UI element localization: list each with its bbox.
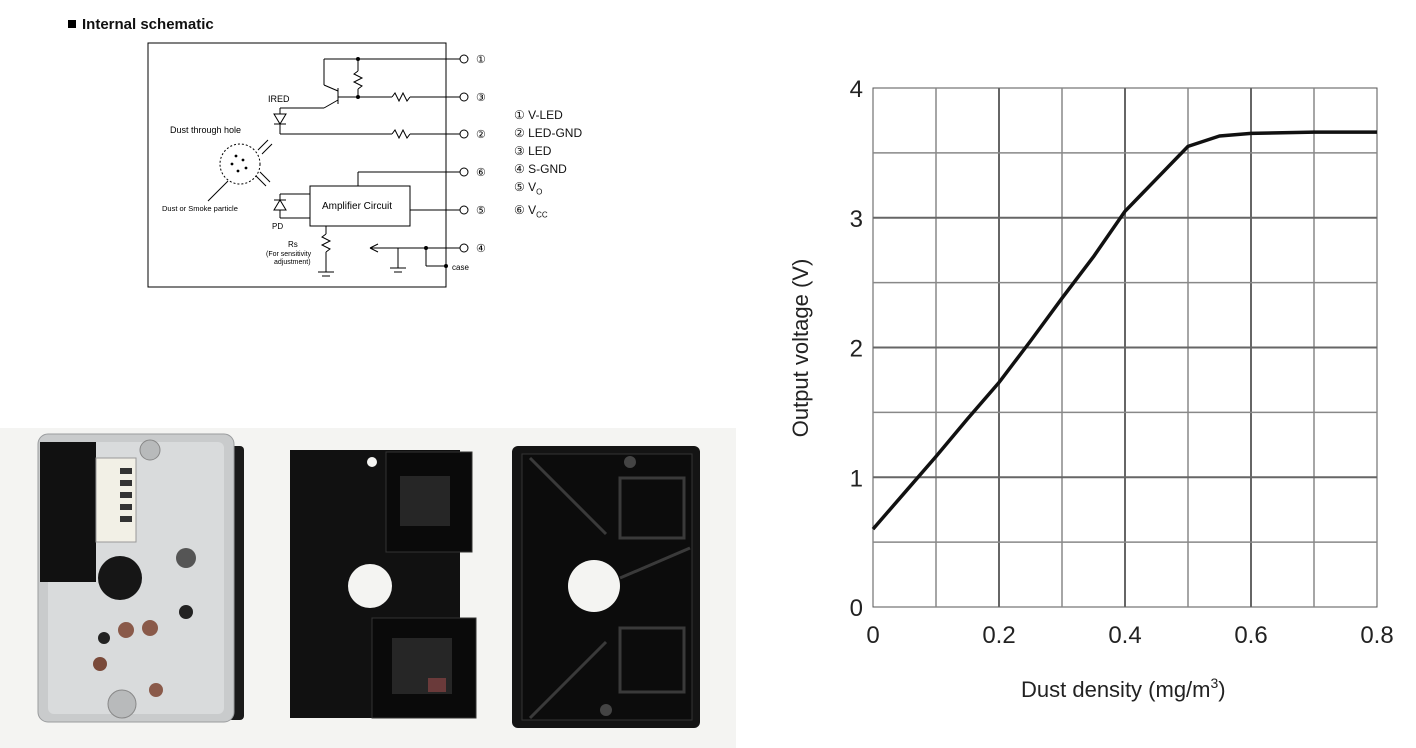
bullet-square-icon [68, 20, 76, 28]
x-tick-label: 0.2 [982, 622, 1015, 649]
pin-number: ⑥ [476, 167, 486, 179]
rs-note-1: (For sensitivity [266, 251, 312, 258]
chart-series [871, 130, 1377, 531]
pin-legend-item: ② LED-GND [514, 126, 583, 140]
amplifier-box [309, 185, 411, 227]
rs-label: Rs [288, 240, 298, 249]
dust-hole-label: Dust through hole [170, 125, 241, 135]
internal-schematic: IRED Dust through hole Dust or Smoke par… [147, 42, 486, 288]
x-tick-labels: 0 0.2 0.4 0.6 0.8 [866, 622, 1393, 649]
sensor-parts-photo [0, 428, 736, 748]
x-tick-label: 0 [866, 622, 879, 649]
chart-grid [873, 88, 1377, 607]
pin-number: ④ [476, 243, 486, 255]
pin-number: ③ [476, 92, 486, 104]
pin-legend-item: ⑥ VCC [514, 203, 548, 220]
pin-legend: ① V-LED ② LED-GND ③ LED ④ S-GND ⑤ VO ⑥ V… [514, 106, 582, 225]
x-tick-label: 0.4 [1108, 622, 1141, 649]
y-tick-label: 4 [850, 76, 863, 103]
y-tick-label: 2 [850, 336, 863, 363]
pin-number: ② [476, 129, 486, 141]
x-axis-label: Dust density (mg/m3) [1021, 675, 1226, 702]
amplifier-label: Amplifier Circuit [322, 201, 392, 212]
pin-legend-item: ① V-LED [514, 108, 563, 122]
y-tick-label: 3 [850, 206, 863, 233]
x-tick-label: 0.8 [1360, 622, 1393, 649]
ired-label: IRED [268, 94, 290, 104]
sensor-assembled-part [37, 433, 244, 723]
pin-legend-item: ③ LED [514, 144, 552, 158]
schematic-title: Internal schematic [68, 16, 214, 33]
y-axis-label: Output voltage (V) [788, 259, 813, 438]
pin-legend-item: ④ S-GND [514, 162, 567, 176]
y-tick-labels: 0 1 2 3 4 [850, 76, 863, 622]
sensor-housing-part [512, 446, 700, 728]
output-voltage-chart: 0 0.2 0.4 0.6 0.8 0 1 2 3 4 Dust density (mg/m3)… [788, 76, 1394, 702]
case-label: case [452, 263, 469, 272]
pd-label: PD [272, 222, 283, 231]
y-tick-label: 1 [850, 465, 863, 492]
pin-number: ⑤ [476, 205, 486, 217]
series-line [871, 130, 1377, 531]
rs-note-2: adjustment) [274, 259, 311, 266]
schematic-border [147, 42, 447, 288]
pin-legend-item: ⑤ VO [514, 180, 543, 197]
pin-number: ① [476, 54, 486, 66]
x-tick-label: 0.6 [1234, 622, 1267, 649]
y-tick-label: 0 [850, 595, 863, 622]
dust-particle-label: Dust or Smoke particle [162, 204, 238, 213]
sensor-optics-part [290, 450, 477, 719]
